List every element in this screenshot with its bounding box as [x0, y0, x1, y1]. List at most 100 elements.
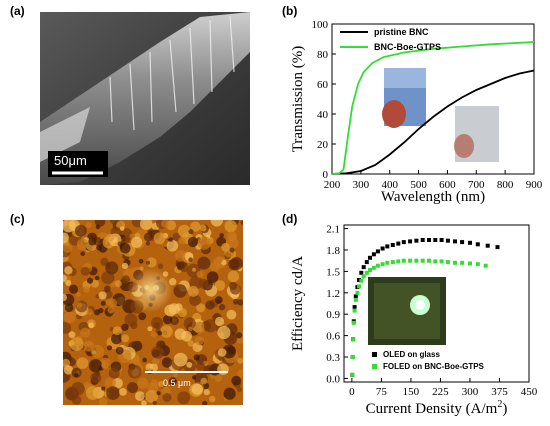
y-tick-label: 1.8 — [326, 245, 340, 257]
data-point-s2 — [371, 265, 376, 270]
data-point-s2 — [439, 259, 444, 264]
data-point-s2 — [414, 258, 419, 263]
data-point-s2 — [368, 268, 372, 272]
chart-transmission: 200 300 400 500 600 700 800 900 0 20 40 60 80 100 Wave… — [290, 19, 543, 205]
data-point-s1 — [475, 242, 480, 247]
y-tick-label: 0.0 — [326, 373, 340, 385]
data-point-s1 — [352, 305, 357, 310]
data-point-s1 — [485, 243, 490, 248]
x-tick-label: 300 — [353, 179, 370, 191]
data-point-s2 — [385, 260, 390, 265]
x-tick-label: 300 — [462, 386, 479, 398]
series-line-2 — [331, 41, 535, 175]
x-tick-label: 450 — [521, 386, 538, 398]
y-axis-label: Transmission (%) — [290, 46, 306, 153]
x-tick-label: 400 — [381, 179, 398, 191]
data-point-s1 — [468, 240, 472, 245]
data-point-s1 — [359, 270, 364, 275]
data-point-s1 — [495, 245, 500, 250]
data-point-s1 — [375, 249, 380, 254]
x-tick-label: 75 — [376, 386, 388, 398]
data-point-s2 — [475, 262, 480, 267]
sem-image: 50μm — [40, 12, 250, 185]
x-tick-label: 900 — [526, 179, 543, 191]
data-point-s2 — [357, 284, 361, 289]
data-point-s2 — [408, 258, 413, 263]
data-point-s2 — [460, 260, 465, 265]
plot-frame — [343, 224, 530, 383]
y-tick-label: 2.1 — [326, 224, 340, 236]
data-point-s1 — [408, 239, 413, 244]
x-tick-label: 700 — [468, 179, 485, 191]
data-point-s1 — [353, 294, 358, 299]
data-point-s2 — [453, 260, 457, 265]
legend-swatch-2 — [372, 364, 377, 369]
y-axis-label: Efficiency cd/A — [290, 256, 306, 351]
data-point-s1 — [371, 252, 376, 257]
y-tick-label: 0 — [323, 169, 329, 181]
data-point-s2 — [351, 320, 356, 325]
afm-scalebar-label: 0.5 μm — [163, 378, 191, 388]
data-point-s2 — [355, 290, 360, 295]
data-point-s2 — [468, 261, 472, 266]
data-point-s2 — [420, 258, 425, 263]
x-tick-label: 600 — [439, 179, 456, 191]
sem-scalebar-label: 50μm — [54, 153, 87, 168]
data-point-s1 — [401, 240, 406, 245]
data-point-s1 — [361, 265, 366, 270]
y-tick-label: 0.6 — [326, 331, 340, 343]
x-tick-label: 375 — [491, 386, 508, 398]
x-tick-label: 800 — [497, 179, 514, 191]
data-point-s2 — [427, 258, 431, 263]
data-point-s2 — [433, 259, 438, 264]
data-point-s1 — [357, 278, 361, 282]
x-tick-label: 500 — [410, 179, 427, 191]
data-point-s1 — [380, 246, 385, 251]
data-point-s1 — [364, 260, 369, 265]
x-tick-label: 200 — [324, 179, 341, 191]
data-point-s1 — [368, 255, 372, 260]
inset-photo-1 — [382, 68, 426, 128]
data-point-s1 — [385, 244, 390, 249]
x-axis-label: Wavelength (nm) — [381, 189, 485, 205]
legend-swatch-1 — [372, 352, 377, 357]
data-point-s2 — [375, 263, 380, 268]
y-tick-label: 60 — [317, 79, 329, 91]
data-point-s2 — [350, 372, 355, 377]
legend-label-1: OLED on glass — [383, 350, 440, 359]
data-point-s2 — [353, 297, 358, 302]
data-point-s2 — [364, 270, 369, 275]
data-point-s1 — [439, 238, 444, 242]
data-point-s1 — [453, 239, 457, 244]
chart-efficiency: 0 75 150 225 300 375 450 0.0 0.3 0.6 0.9 1.2 1.5 1.8 2… — [290, 224, 538, 417]
panel-label-c: (c) — [10, 212, 25, 226]
data-point-s2 — [396, 259, 401, 264]
inset-photo-2 — [454, 106, 499, 162]
data-point-s2 — [359, 278, 364, 283]
data-point-s1 — [433, 238, 438, 242]
data-point-s1 — [390, 243, 395, 247]
data-point-s2 — [445, 260, 450, 265]
legend-label-1: pristine BNC — [374, 27, 429, 37]
inset-device-photo — [368, 277, 446, 345]
y-tick-label: 1.5 — [326, 266, 340, 278]
data-point-s1 — [445, 238, 450, 243]
y-tick-label: 0.9 — [326, 309, 340, 321]
y-tick-label: 100 — [312, 19, 329, 31]
data-point-s1 — [396, 241, 401, 246]
data-point-s2 — [390, 260, 395, 265]
data-point-s1 — [414, 238, 419, 243]
data-point-s2 — [350, 355, 355, 359]
x-axis-label: Current Density (A/m2) — [366, 399, 508, 417]
panel-label-d: (d) — [282, 212, 298, 226]
data-point-s1 — [460, 240, 465, 245]
legend-label-2: FOLED on BNC-Boe-GTPS — [383, 362, 485, 371]
data-point-s1 — [427, 238, 431, 242]
y-tick-label: 40 — [317, 109, 329, 121]
data-point-s1 — [420, 238, 425, 242]
data-point-s2 — [361, 274, 366, 279]
y-tick-label: 0.3 — [326, 352, 340, 364]
data-point-s2 — [483, 263, 488, 268]
x-tick-label: 225 — [432, 386, 449, 398]
y-tick-label: 80 — [317, 49, 329, 61]
